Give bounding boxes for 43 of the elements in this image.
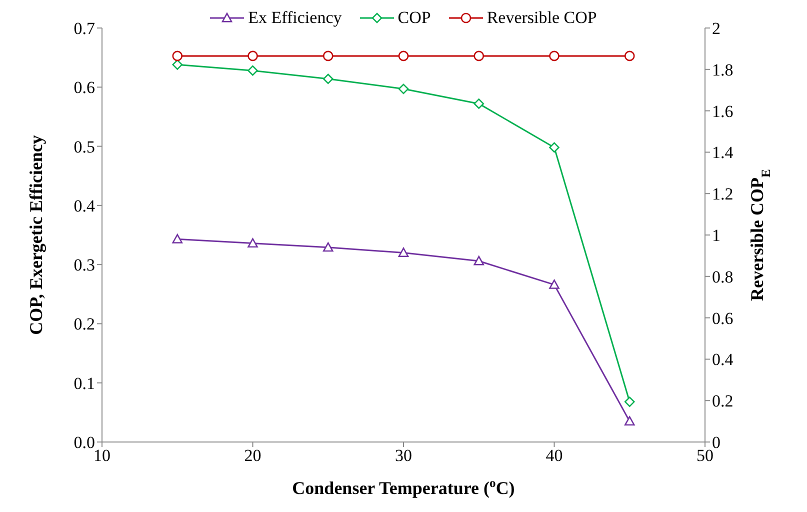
point <box>248 65 258 76</box>
y2-tick-label: 1.4 <box>712 143 734 162</box>
point <box>474 256 484 266</box>
y2-tick-label: 0 <box>712 433 720 452</box>
point <box>172 234 183 244</box>
point <box>172 60 183 70</box>
y-tick-label: 0.3 <box>74 256 95 275</box>
point <box>549 142 560 153</box>
point <box>322 74 334 84</box>
point <box>398 84 409 94</box>
x-tick-label: 30 <box>395 446 412 466</box>
y2-tick-label: 0.4 <box>712 350 734 370</box>
y2-tick-label: 1 <box>712 226 720 246</box>
point <box>398 248 409 257</box>
y-tick-label: 0.6 <box>74 78 95 98</box>
y-tick-label: 0.4 <box>74 196 96 216</box>
legend-label: Ex Efficiency <box>247 8 342 28</box>
y-axis-title: COP, Exergetic Efficiency <box>26 135 46 335</box>
x-tick-label: 40 <box>546 446 563 466</box>
point <box>322 242 334 252</box>
y2-tick-label: 0.2 <box>712 392 734 411</box>
x-tick-label: 10 <box>94 446 110 466</box>
y-tick-label: 0.7 <box>74 19 96 38</box>
y2-tick-label: 2 <box>712 19 720 38</box>
y-tick-label: 0.0 <box>74 433 95 452</box>
y-tick-label: 0.1 <box>74 374 95 393</box>
point <box>624 416 635 426</box>
x-tick-label: 20 <box>244 446 262 466</box>
y2-tick-label: 1.6 <box>712 102 734 121</box>
point <box>549 280 560 289</box>
y2-tick-label: 1.8 <box>712 60 734 80</box>
y2-tick-label: 0.6 <box>712 308 734 328</box>
legend-label: Reversible COP <box>486 8 597 28</box>
point <box>624 396 635 407</box>
y2-tick-label: 1.2 <box>712 184 734 204</box>
y-tick-label: 0.5 <box>74 137 95 156</box>
point <box>248 238 258 248</box>
point <box>474 98 484 109</box>
y-tick-label: 0.2 <box>74 314 95 334</box>
y2-tick-label: 0.8 <box>712 267 734 286</box>
x-tick-label: 50 <box>696 446 714 466</box>
legend-label: COP <box>396 8 431 28</box>
x-axis-title: Condenser Temperature ($^{o}$C) <box>292 476 515 498</box>
